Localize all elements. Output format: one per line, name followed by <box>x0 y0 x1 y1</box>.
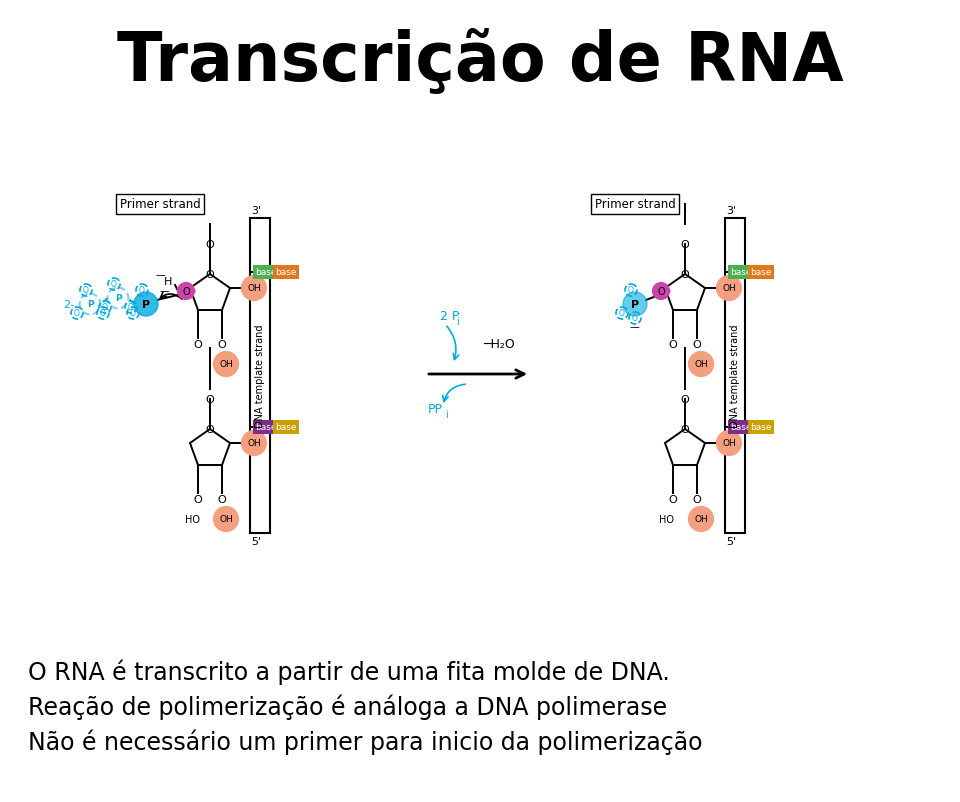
Circle shape <box>178 283 194 300</box>
Text: —: — <box>156 269 166 280</box>
Text: OH: OH <box>247 284 261 294</box>
Text: O: O <box>628 286 634 295</box>
Text: Não é necessário um primer para inicio da polimerização: Não é necessário um primer para inicio d… <box>28 729 703 755</box>
Text: P: P <box>86 300 93 309</box>
Text: Reação de polimerização é análoga a DNA polimerase: Reação de polimerização é análoga a DNA … <box>28 695 667 719</box>
Text: base: base <box>731 268 752 277</box>
Text: O: O <box>218 494 227 504</box>
Text: O: O <box>100 309 106 318</box>
Text: Primer strand: Primer strand <box>120 198 201 211</box>
Text: O: O <box>139 286 145 295</box>
Text: base: base <box>276 423 297 432</box>
Text: PP: PP <box>428 403 443 415</box>
Text: O: O <box>130 309 136 318</box>
Text: O: O <box>692 494 702 504</box>
Text: H: H <box>164 277 172 286</box>
Text: base: base <box>255 268 276 277</box>
Text: 3': 3' <box>251 206 261 216</box>
Text: P: P <box>631 300 639 310</box>
Text: OH: OH <box>722 439 736 448</box>
Text: O: O <box>102 303 108 312</box>
Text: O: O <box>182 286 190 297</box>
Circle shape <box>213 507 238 532</box>
Circle shape <box>213 352 238 377</box>
Text: ─H₂O: ─H₂O <box>483 338 515 351</box>
Text: 5': 5' <box>251 537 261 546</box>
Text: HO: HO <box>660 514 675 525</box>
Circle shape <box>242 431 266 456</box>
Text: O: O <box>681 240 689 249</box>
Text: O: O <box>74 309 80 318</box>
Text: OH: OH <box>247 439 261 448</box>
Circle shape <box>134 293 158 317</box>
Text: O: O <box>658 286 665 297</box>
Text: 5': 5' <box>726 537 736 546</box>
Text: i: i <box>456 317 459 326</box>
Text: 2 P: 2 P <box>440 310 460 323</box>
Text: P: P <box>142 300 150 310</box>
Circle shape <box>716 431 741 456</box>
Text: OH: OH <box>219 515 233 524</box>
Text: O: O <box>681 395 689 404</box>
Circle shape <box>716 276 741 301</box>
Text: O: O <box>128 303 134 312</box>
Text: OH: OH <box>694 515 708 524</box>
Text: O: O <box>218 339 227 350</box>
Text: O: O <box>692 339 702 350</box>
Text: Primer strand: Primer strand <box>594 198 676 211</box>
Text: O: O <box>632 314 638 323</box>
Circle shape <box>623 293 647 317</box>
Circle shape <box>688 352 713 377</box>
Text: OH: OH <box>722 284 736 294</box>
Text: O: O <box>681 424 689 435</box>
Text: O: O <box>194 494 203 504</box>
Text: base: base <box>751 423 772 432</box>
Text: —: — <box>629 322 638 331</box>
Text: i: i <box>445 410 447 419</box>
Text: O: O <box>668 494 678 504</box>
Text: O: O <box>681 269 689 280</box>
Text: O: O <box>205 240 214 249</box>
Text: OH: OH <box>219 360 233 369</box>
Text: O: O <box>205 395 214 404</box>
Text: HO: HO <box>184 514 200 525</box>
Circle shape <box>688 507 713 532</box>
Text: OH: OH <box>694 360 708 369</box>
Circle shape <box>242 276 266 301</box>
Text: DNA template strand: DNA template strand <box>255 324 265 427</box>
Text: —: — <box>160 286 170 296</box>
Text: O: O <box>84 286 89 295</box>
Text: base: base <box>731 423 752 432</box>
Text: O RNA é transcrito a partir de uma fita molde de DNA.: O RNA é transcrito a partir de uma fita … <box>28 659 670 685</box>
Text: Transcrição de RNA: Transcrição de RNA <box>116 29 844 95</box>
Bar <box>250 219 270 533</box>
Text: 3': 3' <box>726 206 736 216</box>
Text: base: base <box>276 268 297 277</box>
Bar <box>725 219 745 533</box>
Text: O: O <box>619 309 625 318</box>
Text: base: base <box>255 423 276 432</box>
Text: DNA template strand: DNA template strand <box>730 324 740 427</box>
Text: O: O <box>111 280 117 290</box>
Text: O: O <box>205 269 214 280</box>
Text: O: O <box>668 339 678 350</box>
Text: O: O <box>194 339 203 350</box>
Circle shape <box>653 283 669 300</box>
Text: 2-: 2- <box>62 300 74 310</box>
Text: base: base <box>751 268 772 277</box>
Text: P: P <box>114 294 121 303</box>
Text: O: O <box>205 424 214 435</box>
